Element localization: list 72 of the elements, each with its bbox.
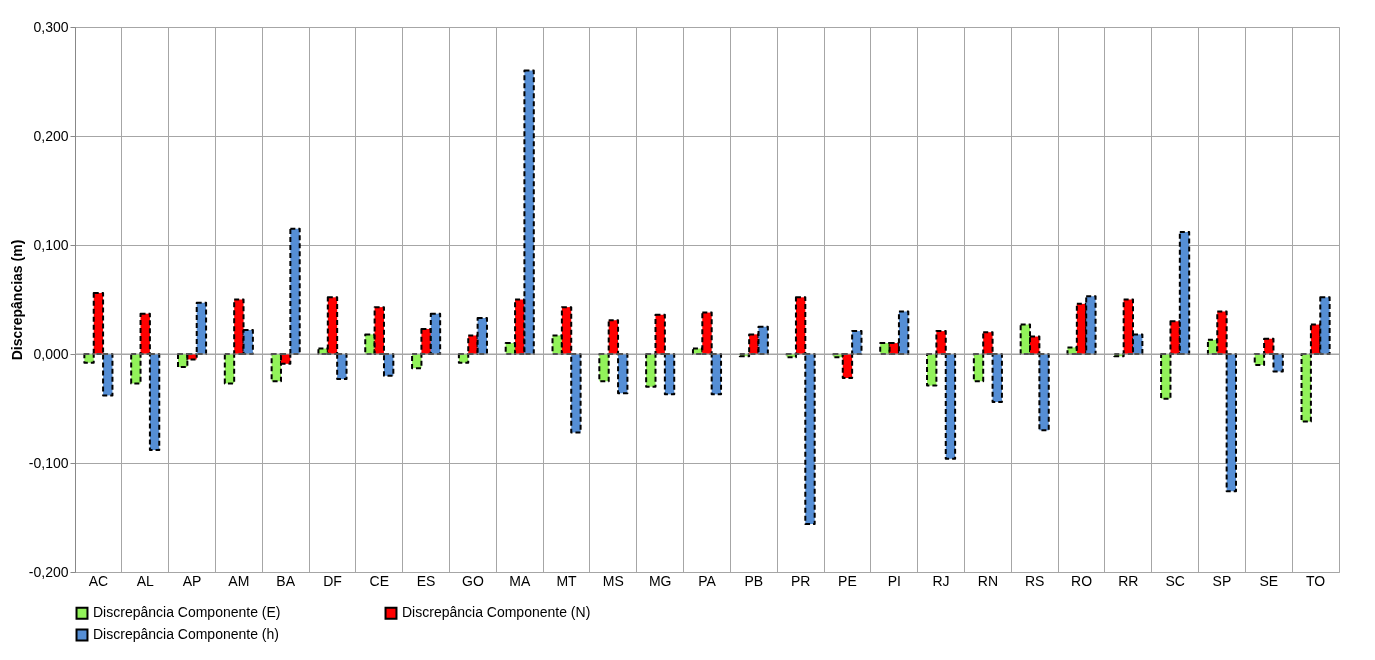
bar <box>851 330 863 355</box>
legend-label: Discrepância Componente (h) <box>93 626 279 642</box>
bar <box>382 353 395 377</box>
x-tick-label: SP <box>1212 572 1232 589</box>
bar <box>710 353 723 396</box>
x-tick-label: PR <box>790 572 811 589</box>
bar <box>289 227 301 355</box>
x-tick-label: BA <box>276 572 296 589</box>
bar <box>926 353 938 387</box>
bar <box>457 353 470 364</box>
bar <box>991 353 1003 403</box>
bar <box>598 353 610 383</box>
bar <box>617 353 629 395</box>
x-tick-label: RO <box>1071 572 1093 589</box>
x-tick-label: RN <box>977 572 999 589</box>
y-tick-label: 0,200 <box>33 127 69 144</box>
x-tick-label: ES <box>416 572 436 589</box>
x-tick-label: RS <box>1024 572 1045 589</box>
x-tick-label: AM <box>228 572 250 589</box>
bar <box>607 319 620 355</box>
legend-label: Discrepância Componente (E) <box>93 604 281 621</box>
y-axis-title: Discrepâncias (m) <box>8 239 25 361</box>
bar <box>794 296 807 355</box>
x-tick-label: PA <box>698 572 717 589</box>
bar <box>804 353 816 526</box>
x-tick-label: CE <box>369 572 390 589</box>
x-tick-label: MA <box>509 572 531 589</box>
legend-label: Discrepância Componente (N) <box>402 604 591 621</box>
x-tick-label: PB <box>744 572 764 589</box>
bar <box>982 331 994 355</box>
bar <box>654 313 666 355</box>
x-tick-label: TO <box>1305 572 1326 589</box>
x-tick-label: SE <box>1259 572 1279 589</box>
x-tick-label: RJ <box>932 572 950 589</box>
bar <box>1160 353 1172 400</box>
bar <box>148 353 161 451</box>
x-tick-label: AC <box>88 572 109 589</box>
x-tick-label: PI <box>887 572 901 589</box>
bar <box>645 353 657 388</box>
bar <box>1300 353 1312 423</box>
x-tick-label: AL <box>136 572 154 589</box>
bar <box>223 353 236 385</box>
bar <box>1038 353 1050 432</box>
bar <box>411 353 423 370</box>
bar <box>1272 353 1284 373</box>
bar <box>195 301 208 355</box>
x-tick-label: SC <box>1165 572 1185 589</box>
bar <box>1225 353 1238 493</box>
bar <box>944 353 957 460</box>
y-tick-label: 0,100 <box>33 236 69 253</box>
bar <box>92 291 105 355</box>
y-tick-label: -0,200 <box>28 563 69 580</box>
bar <box>102 353 114 397</box>
bar <box>139 312 151 355</box>
x-tick-label: GO <box>462 572 484 589</box>
y-tick-label: -0,100 <box>28 454 69 471</box>
x-tick-label: RR <box>1118 572 1139 589</box>
bar <box>935 330 947 355</box>
x-tick-label: DF <box>323 572 342 589</box>
bar <box>663 353 676 396</box>
bar <box>83 353 95 364</box>
bar <box>570 353 582 434</box>
x-tick-label: PE <box>838 572 857 589</box>
y-tick-label: 0,000 <box>33 345 69 362</box>
x-tick-label: AP <box>182 572 202 589</box>
x-tick-label: MG <box>648 572 672 589</box>
bar <box>972 353 985 383</box>
bar <box>336 353 348 381</box>
x-tick-label: MT <box>556 572 578 589</box>
y-tick-label: 0,300 <box>33 18 69 35</box>
x-tick-label: MS <box>602 572 624 589</box>
bar <box>130 353 142 385</box>
